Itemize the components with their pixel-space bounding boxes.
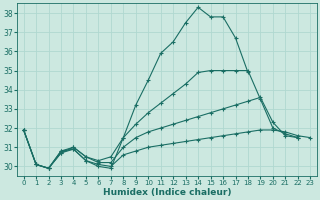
X-axis label: Humidex (Indice chaleur): Humidex (Indice chaleur) [103, 188, 231, 197]
